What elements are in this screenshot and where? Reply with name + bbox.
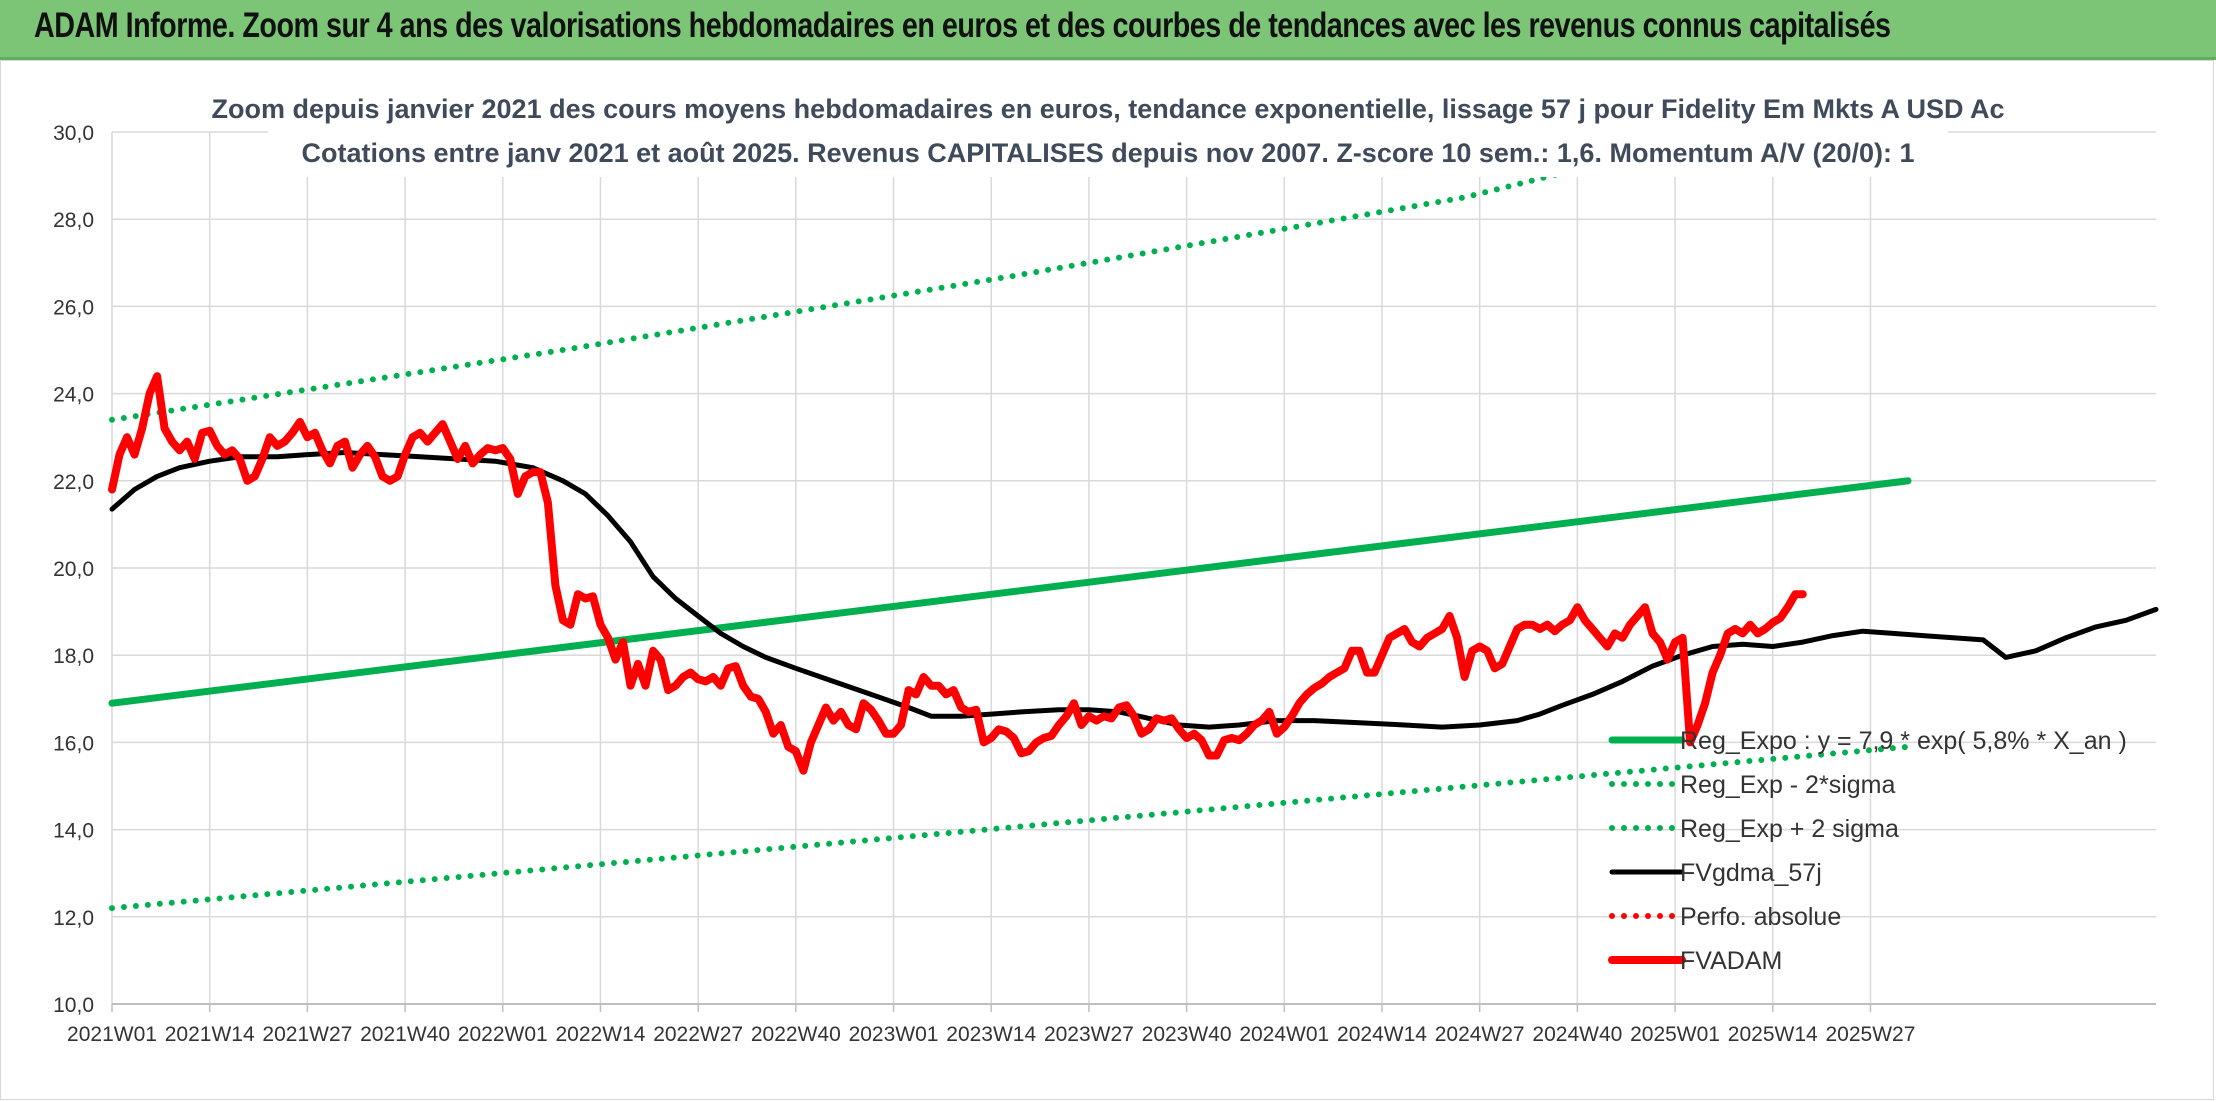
series-line-0 [108,477,1912,707]
series-line-3 [109,450,2159,730]
header-banner: ADAM Informe. Zoom sur 4 ans des valoris… [0,0,2216,60]
y-tick-label: 10,0 [53,994,94,1017]
y-tick-label: 26,0 [53,296,94,319]
axes: 10,0 12,0 14,0 16,0 18,0 20,0 22,0 24,0 26,0 28,0… [53,122,2156,1046]
grid [111,131,2156,1005]
x-tick-label: 2021W01 [67,1023,157,1046]
series-line-1 [109,743,1911,912]
title-background [268,82,1948,177]
legend-label: Reg_Exp - 2*sigma [1680,771,1895,799]
x-tick-label: 2025W01 [1630,1023,1720,1046]
legend: Reg_Expo : y = 7,9 * exp( 5,8% * X_an ) R… [1608,727,2127,975]
x-tick-label: 2021W40 [360,1023,450,1046]
x-tick-label: 2024W27 [1435,1023,1525,1046]
x-tick-label: 2024W14 [1337,1023,1427,1046]
chart-title: Zoom depuis janvier 2021 des cours moyen… [211,94,2004,124]
y-tick-label: 18,0 [53,645,94,668]
y-tick-label: 12,0 [53,907,94,930]
x-tick-label: 2025W14 [1728,1023,1818,1046]
x-tick-label: 2021W27 [262,1023,352,1046]
chart-frame [0,60,2214,1100]
x-tick-label: 2023W14 [946,1023,1036,1046]
legend-label: Reg_Expo : y = 7,9 * exp( 5,8% * X_an ) [1680,727,2127,755]
legend-label: Reg_Exp + 2 sigma [1680,815,1899,843]
series-line-5 [108,372,1807,775]
x-tick-label: 2023W01 [849,1023,939,1046]
series-layer [108,129,2159,912]
legend-label: Perfo. absolue [1680,903,1841,931]
x-tick-label: 2023W27 [1044,1023,1134,1046]
y-tick-label: 16,0 [53,732,94,755]
x-tick-label: 2024W01 [1239,1023,1329,1046]
legend-label: FVADAM [1680,947,1782,975]
y-tick-label: 28,0 [53,209,94,232]
x-tick-label: 2022W14 [556,1023,646,1046]
y-tick-label: 24,0 [53,384,94,407]
x-tick-label: 2022W40 [751,1023,841,1046]
series-line-2 [109,129,1911,423]
legend-label: FVgdma_57j [1680,859,1822,887]
x-tick-label: 2022W01 [458,1023,548,1046]
y-tick-label: 22,0 [53,471,94,494]
x-tick-label: 2022W27 [653,1023,743,1046]
x-tick-label: 2024W40 [1532,1023,1622,1046]
y-tick-label: 14,0 [53,820,94,843]
x-tick-label: 2025W27 [1825,1023,1915,1046]
page-title: ADAM Informe. Zoom sur 4 ans des valoris… [34,6,1891,45]
y-tick-label: 20,0 [53,558,94,581]
y-tick-label: 30,0 [53,122,94,145]
x-tick-label: 2021W14 [165,1023,255,1046]
chart-subtitle: Cotations entre janv 2021 et août 2025. … [301,138,1914,168]
x-tick-label: 2023W40 [1142,1023,1232,1046]
